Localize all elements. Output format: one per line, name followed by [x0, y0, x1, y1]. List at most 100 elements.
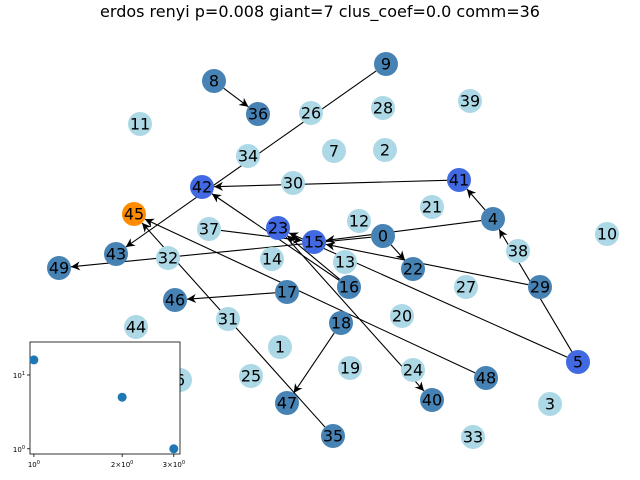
node-47: 47 — [275, 391, 299, 415]
node-circle — [461, 425, 485, 449]
node-label: 46 — [165, 291, 185, 310]
node-label: 25 — [241, 367, 261, 386]
node-39: 39 — [458, 89, 482, 113]
node-13: 13 — [333, 250, 357, 274]
node-label: 2 — [380, 141, 390, 160]
node-label: 7 — [329, 142, 339, 161]
node-label: 16 — [339, 278, 359, 297]
node-circle — [281, 171, 305, 195]
node-circle — [420, 388, 444, 412]
node-circle — [299, 101, 323, 125]
node-circle — [302, 230, 326, 254]
node-1: 1 — [268, 335, 292, 359]
node-label: 35 — [323, 427, 343, 446]
node-label: 22 — [403, 260, 423, 279]
node-3: 3 — [538, 392, 562, 416]
node-circle — [506, 239, 530, 263]
edge-23-40 — [285, 236, 425, 392]
node-25: 25 — [239, 364, 263, 388]
node-label: 23 — [268, 219, 288, 238]
node-circle — [239, 364, 263, 388]
node-5: 5 — [566, 350, 590, 374]
node-label: 28 — [373, 99, 393, 118]
node-circle — [566, 350, 590, 374]
node-circle — [454, 275, 478, 299]
node-label: 27 — [456, 278, 476, 297]
node-label: 13 — [335, 253, 355, 272]
node-label: 40 — [422, 391, 442, 410]
node-label: 9 — [381, 55, 391, 74]
node-label: 5 — [573, 353, 583, 372]
node-23: 23 — [266, 216, 290, 240]
node-circle — [197, 217, 221, 241]
node-9: 9 — [374, 52, 398, 76]
degree-distribution-inset: 100 2×100 3×100 100 101 — [13, 341, 185, 469]
node-0: 0 — [371, 224, 395, 248]
node-circle — [401, 358, 425, 382]
node-41: 41 — [447, 168, 471, 192]
figure-title: erdos renyi p=0.008 giant=7 clus_coef=0.… — [100, 2, 540, 21]
node-label: 10 — [597, 225, 617, 244]
node-circle — [333, 250, 357, 274]
node-circle — [337, 275, 361, 299]
inset-frame — [29, 341, 181, 455]
node-label: 39 — [460, 92, 480, 111]
node-28: 28 — [371, 96, 395, 120]
inset-point-0 — [29, 355, 39, 365]
node-label: 3 — [545, 395, 555, 414]
node-12: 12 — [347, 209, 371, 233]
node-circle — [128, 112, 152, 136]
node-circle — [474, 366, 498, 390]
node-circle — [338, 356, 362, 380]
node-circle — [124, 315, 148, 339]
node-circle — [347, 209, 371, 233]
node-label: 21 — [422, 198, 442, 217]
node-36: 36 — [246, 102, 270, 126]
node-7: 7 — [322, 139, 346, 163]
node-20: 20 — [390, 304, 414, 328]
edge-48-45 — [144, 218, 476, 374]
node-circle — [321, 424, 345, 448]
edge-5-23 — [288, 232, 568, 358]
node-35: 35 — [321, 424, 345, 448]
node-45: 45 — [122, 202, 146, 226]
node-circle — [329, 311, 353, 335]
node-14: 14 — [260, 247, 284, 271]
node-circle — [268, 335, 292, 359]
node-circle — [104, 242, 128, 266]
node-33: 33 — [461, 425, 485, 449]
node-label: 43 — [106, 245, 126, 264]
node-circle — [266, 216, 290, 240]
node-38: 38 — [506, 239, 530, 263]
node-label: 1 — [275, 338, 285, 357]
node-label: 49 — [49, 259, 69, 278]
node-16: 16 — [337, 275, 361, 299]
edge-17-46 — [186, 292, 276, 303]
node-8: 8 — [202, 69, 226, 93]
node-label: 18 — [331, 314, 351, 333]
edge-16-23 — [286, 235, 341, 280]
inset-point-2 — [169, 444, 179, 454]
edge-29-15 — [325, 241, 529, 286]
node-15: 15 — [302, 230, 326, 254]
node-label: 4 — [488, 210, 498, 229]
node-label: 33 — [463, 428, 483, 447]
node-48: 48 — [474, 366, 498, 390]
node-42: 42 — [190, 175, 214, 199]
node-4: 4 — [481, 207, 505, 231]
node-label: 38 — [508, 242, 528, 261]
node-label: 29 — [530, 278, 550, 297]
node-label: 41 — [449, 171, 469, 190]
node-10: 10 — [595, 222, 619, 246]
node-label: 20 — [392, 307, 412, 326]
node-circle — [371, 224, 395, 248]
node-label: 48 — [476, 369, 496, 388]
node-24: 24 — [401, 358, 425, 382]
node-49: 49 — [47, 256, 71, 280]
node-circle — [528, 275, 552, 299]
node-circle — [260, 247, 284, 271]
edge-37-15 — [220, 229, 303, 244]
node-circle — [275, 391, 299, 415]
edge-4-41 — [466, 188, 486, 211]
node-circle — [156, 246, 180, 270]
